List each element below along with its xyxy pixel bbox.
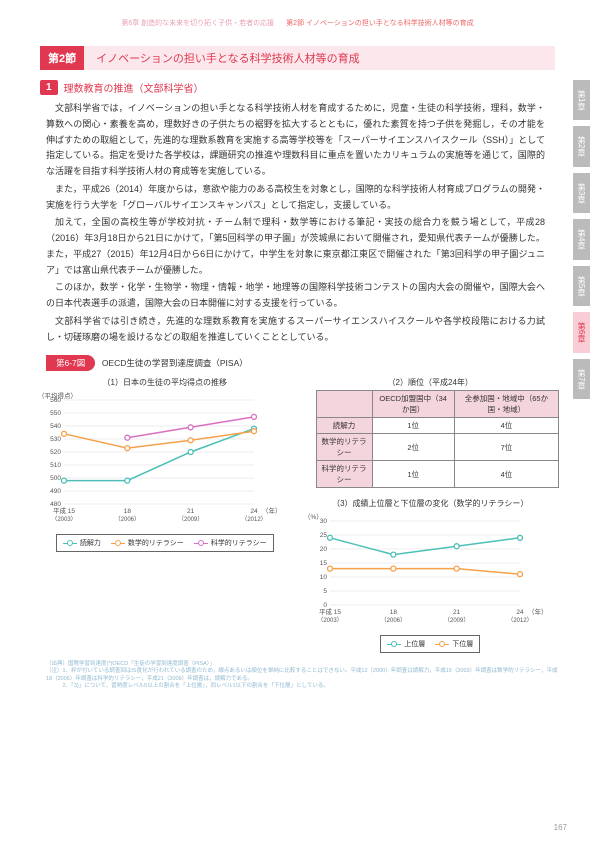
legend-item: 数学的リテラシー	[111, 538, 184, 548]
chart1-container: （1）日本の生徒の平均得点の推移 480 490 500 510 520 530 540 55…	[36, 377, 294, 657]
table2-caption: （2）順位（平成24年）	[302, 377, 560, 388]
svg-text:0: 0	[323, 602, 327, 609]
chart3-caption: （3）成績上位層と下位層の変化（数学的リテラシー）	[302, 498, 560, 509]
figure-title: OECD生徒の学習到達度調査（PISA）	[102, 358, 248, 368]
sidebar-chapter-tab[interactable]: 第6章	[573, 312, 590, 352]
svg-text:平成 15: 平成 15	[53, 506, 75, 515]
paragraph: 文部科学省では，イノベーションの担い手となる科学技術人材を育成するために，児童・…	[46, 101, 545, 180]
svg-text:（%）: （%）	[304, 513, 323, 521]
legend-item: 上位層	[387, 639, 425, 649]
svg-text:550: 550	[50, 410, 61, 417]
svg-text:（2012）: （2012）	[507, 617, 532, 624]
svg-text:540: 540	[50, 423, 61, 430]
chart1-caption: （1）日本の生徒の平均得点の推移	[36, 377, 294, 388]
paragraph: このほか，数学・化学・生物学・物理・情報・地学・地理等の国際科学技術コンテストの…	[46, 280, 545, 312]
svg-text:10: 10	[319, 574, 327, 581]
svg-text:（年）: （年）	[262, 506, 282, 515]
table-row: 数学的リテラシー2位7位	[316, 434, 559, 461]
svg-text:15: 15	[319, 560, 327, 567]
svg-text:（2006）: （2006）	[115, 516, 140, 523]
paragraph: 加えて，全国の高校生等が学校対抗・チーム制で理科・数学等における筆記・実技の総合…	[46, 215, 545, 278]
svg-text:500: 500	[50, 475, 61, 482]
svg-text:490: 490	[50, 488, 61, 495]
section-banner: 第2節 イノベーションの担い手となる科学技術人材等の育成	[40, 46, 555, 70]
footnotes: （出典）国際学習到達度(*)OECD「生徒の学習到達度調査（PISA）」 （注）…	[46, 661, 559, 690]
chapter-header: 第6章 創造的な未来を切り拓く子供・若者の応援 第2節 イノベーションの担い手と…	[0, 0, 595, 34]
svg-text:（平均得点）: （平均得点）	[38, 391, 77, 400]
sidebar-chapter-tab[interactable]: 第7章	[573, 359, 590, 399]
svg-text:20: 20	[319, 546, 327, 553]
sidebar-chapter-tab[interactable]: 第5章	[573, 266, 590, 306]
sidebar-chapter-tab[interactable]: 第1章	[573, 80, 590, 120]
svg-text:480: 480	[50, 501, 61, 508]
sidebar-chapter-tab[interactable]: 第3章	[573, 173, 590, 213]
legend-item: 読解力	[63, 538, 101, 548]
table-header	[316, 391, 372, 418]
footnote: 2．「3)」について，習熟度レベル5以上の割合を「上位層」，同レベル1以下の割合…	[46, 683, 559, 690]
svg-text:25: 25	[319, 532, 327, 539]
svg-text:（年）: （年）	[528, 607, 548, 616]
table-header: 全参加国・地域中（65か国・地域）	[454, 391, 558, 418]
footnote: （注）1．枠が付いている調査回はIS度化が行われている調査のため，線点あるいは順…	[46, 668, 559, 682]
subsection-banner: 1 理数教育の推進（文部科学省）	[40, 80, 555, 95]
header-right: 第2節 イノベーションの担い手となる科学技術人材等の育成	[286, 18, 474, 28]
svg-text:（2009）: （2009）	[178, 516, 203, 523]
figure-label: 第6-7図	[46, 355, 95, 371]
svg-text:（2003）: （2003）	[317, 617, 342, 624]
chapter-sidebar: 第1章第2章第3章第4章第5章第6章第7章	[573, 80, 595, 405]
svg-text:520: 520	[50, 449, 61, 456]
figure-header: 第6-7図 OECD生徒の学習到達度調査（PISA）	[0, 347, 595, 375]
svg-text:（2012）: （2012）	[241, 516, 266, 523]
header-left: 第6章 創造的な未来を切り拓く子供・若者の応援	[121, 18, 274, 28]
section-title: イノベーションの担い手となる科学技術人材等の育成	[84, 46, 555, 70]
svg-text:18: 18	[389, 609, 397, 616]
svg-text:5: 5	[323, 588, 327, 595]
subsection-number: 1	[40, 80, 58, 95]
subsection-title: 理数教育の推進（文部科学省）	[64, 80, 204, 95]
section-label: 第2節	[40, 46, 84, 70]
svg-text:510: 510	[50, 462, 61, 469]
svg-text:21: 21	[187, 508, 195, 515]
svg-text:24: 24	[250, 508, 258, 515]
chart1-legend: 読解力数学的リテラシー科学的リテラシー	[56, 534, 274, 552]
page-number: 167	[554, 823, 567, 832]
sidebar-chapter-tab[interactable]: 第4章	[573, 219, 590, 259]
svg-text:平成 15: 平成 15	[318, 607, 340, 616]
chart3-legend: 上位層下位層	[380, 635, 480, 653]
sidebar-chapter-tab[interactable]: 第2章	[573, 126, 590, 166]
right-column: （2）順位（平成24年） OECD加盟国中（34か国）全参加国・地域中（65か国…	[302, 377, 560, 657]
svg-text:（2003）: （2003）	[51, 516, 76, 523]
rank-table: OECD加盟国中（34か国）全参加国・地域中（65か国・地域）読解力1位4位数学…	[316, 390, 560, 488]
svg-text:530: 530	[50, 436, 61, 443]
table-row: 科学的リテラシー1位4位	[316, 461, 559, 488]
svg-text:（2009）: （2009）	[443, 617, 468, 624]
svg-text:（2006）: （2006）	[380, 617, 405, 624]
chart1: 480490500510520530540550560平成 15（2003）18…	[36, 390, 266, 530]
paragraph: また，平成26（2014）年度からは，意欲や能力のある高校生を対象とし，国際的な…	[46, 182, 545, 214]
svg-text:18: 18	[124, 508, 132, 515]
legend-item: 下位層	[435, 639, 473, 649]
svg-text:24: 24	[516, 609, 524, 616]
chart3: 051015202530平成 15（2003）18（2006）21（2009）2…	[302, 511, 532, 631]
body-text: 文部科学省では，イノベーションの担い手となる科学技術人材を育成するために，児童・…	[46, 101, 545, 345]
paragraph: 文部科学省では引き続き，先進的な理数系教育を実施するスーパーサイエンスハイスクー…	[46, 314, 545, 346]
table-row: 読解力1位4位	[316, 418, 559, 434]
svg-text:21: 21	[453, 609, 461, 616]
table-header: OECD加盟国中（34か国）	[372, 391, 454, 418]
legend-item: 科学的リテラシー	[194, 538, 267, 548]
